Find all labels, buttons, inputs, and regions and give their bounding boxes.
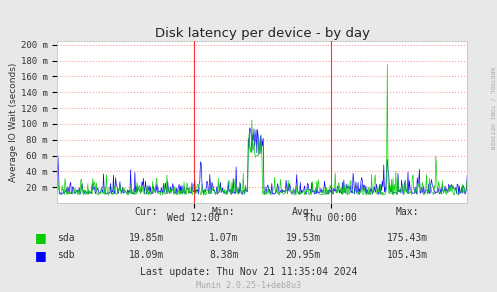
- Text: 18.09m: 18.09m: [129, 251, 164, 260]
- Text: Max:: Max:: [396, 207, 419, 217]
- Text: Last update: Thu Nov 21 11:35:04 2024: Last update: Thu Nov 21 11:35:04 2024: [140, 267, 357, 277]
- Text: 19.53m: 19.53m: [286, 233, 321, 243]
- Text: Cur:: Cur:: [135, 207, 159, 217]
- Text: ■: ■: [35, 232, 47, 244]
- Text: sdb: sdb: [57, 251, 75, 260]
- Text: ■: ■: [35, 249, 47, 262]
- Text: 175.43m: 175.43m: [387, 233, 428, 243]
- Title: Disk latency per device - by day: Disk latency per device - by day: [155, 27, 370, 40]
- Text: 8.38m: 8.38m: [209, 251, 239, 260]
- Text: sda: sda: [57, 233, 75, 243]
- Text: 105.43m: 105.43m: [387, 251, 428, 260]
- Text: Munin 2.0.25-1+deb8u3: Munin 2.0.25-1+deb8u3: [196, 281, 301, 290]
- Text: Min:: Min:: [212, 207, 236, 217]
- Text: Avg:: Avg:: [291, 207, 315, 217]
- Text: 20.95m: 20.95m: [286, 251, 321, 260]
- Text: RRDTOOL / TOBI OETIKER: RRDTOOL / TOBI OETIKER: [490, 67, 495, 149]
- Y-axis label: Average IO Wait (seconds): Average IO Wait (seconds): [9, 62, 18, 182]
- Text: 19.85m: 19.85m: [129, 233, 164, 243]
- Text: 1.07m: 1.07m: [209, 233, 239, 243]
